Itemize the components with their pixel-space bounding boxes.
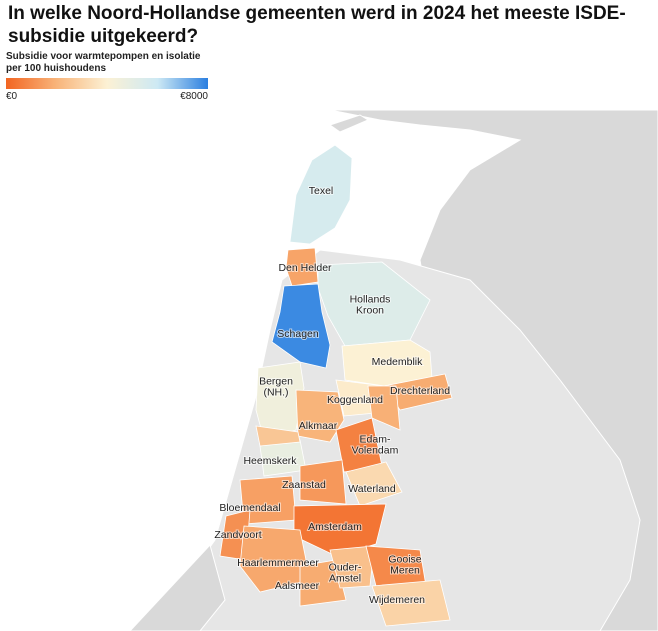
- municipality-label: Den Helder: [278, 262, 332, 274]
- municipality-label: Amsterdam: [308, 521, 362, 533]
- municipality: [345, 461, 403, 507]
- municipality: [289, 144, 353, 245]
- municipality-label: Gooise: [388, 553, 421, 565]
- municipality: [255, 425, 301, 447]
- legend-min: €0: [6, 91, 18, 102]
- municipality-label: Alkmaar: [299, 420, 338, 432]
- municipalities: [219, 144, 453, 627]
- title: In welke Noord-Hollandse gemeenten werd …: [8, 3, 626, 47]
- municipality: [299, 559, 347, 607]
- gradient-bar: [6, 78, 208, 89]
- municipality-label: (NH.): [263, 386, 288, 398]
- municipality-label: Ouder-: [329, 561, 362, 573]
- municipality: [367, 385, 401, 431]
- municipality: [299, 459, 347, 505]
- municipality-label: Edam-: [360, 433, 391, 445]
- municipality-label: Texel: [309, 185, 334, 197]
- municipality-label: Waterland: [348, 483, 396, 495]
- municipality: [329, 545, 375, 589]
- municipality: [371, 579, 451, 627]
- municipality-label: Aalsmeer: [275, 580, 320, 592]
- municipality: [255, 361, 305, 441]
- municipality-label: Bergen: [259, 375, 293, 387]
- municipality-label: Wijdemeren: [369, 594, 425, 606]
- vlieland: [328, 114, 370, 133]
- background-land: [129, 109, 658, 631]
- municipality-label: Zandvoort: [214, 529, 261, 541]
- municipality-label: Medemblik: [372, 356, 424, 368]
- municipality-label: Hollands: [350, 293, 391, 305]
- municipality: [285, 247, 319, 287]
- legend-title: Subsidie voor warmtepompen en isolatie p…: [6, 51, 201, 74]
- municipality-label: Zaanstad: [282, 479, 326, 491]
- municipality-label: Heemskerk: [243, 455, 297, 467]
- legend-max: €8000: [180, 91, 208, 102]
- municipality-label: Bloemendaal: [219, 502, 280, 514]
- municipality-label: Schagen: [277, 328, 319, 340]
- legend-gradient: [6, 78, 208, 89]
- municipality-label: Kroon: [356, 304, 384, 316]
- municipality-label: Haarlemmermeer: [237, 557, 319, 569]
- municipality: [239, 525, 311, 593]
- municipality-label: Amstel: [329, 572, 361, 584]
- municipality-label: Meren: [390, 564, 420, 576]
- municipality-label: Volendam: [352, 444, 399, 456]
- municipality-label: Drechterland: [390, 385, 450, 397]
- zuid-holland: [129, 544, 226, 631]
- municipality-label: Koggenland: [327, 394, 383, 406]
- municipality: [271, 283, 331, 369]
